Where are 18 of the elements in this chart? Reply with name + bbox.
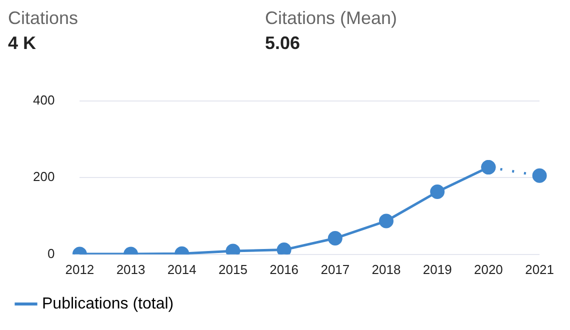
- text: 5.06: [265, 33, 302, 54]
- x-tick-label: 2021: [525, 262, 554, 277]
- x-tick-label: 2016: [270, 262, 299, 277]
- legend-label: Publications (total): [42, 295, 174, 312]
- x-tick-label: 2020: [474, 262, 503, 277]
- x-tick-label: 2014: [167, 262, 196, 277]
- x-tick-label: 2013: [116, 262, 146, 277]
- y-tick-label: 0: [47, 246, 55, 261]
- x-tick-label: 2015: [218, 262, 248, 277]
- y-tick-label: 200: [32, 169, 55, 184]
- x-tick-label: 2019: [422, 262, 452, 277]
- text: Citations (Mean): [265, 8, 398, 29]
- y-tick-label: 400: [32, 92, 55, 108]
- text: 4 K: [8, 33, 38, 54]
- x-tick-label: 2012: [65, 262, 94, 277]
- text: Citations: [8, 8, 80, 29]
- x-tick-label: 2017: [320, 262, 350, 277]
- x-tick-label: 2018: [372, 262, 401, 277]
